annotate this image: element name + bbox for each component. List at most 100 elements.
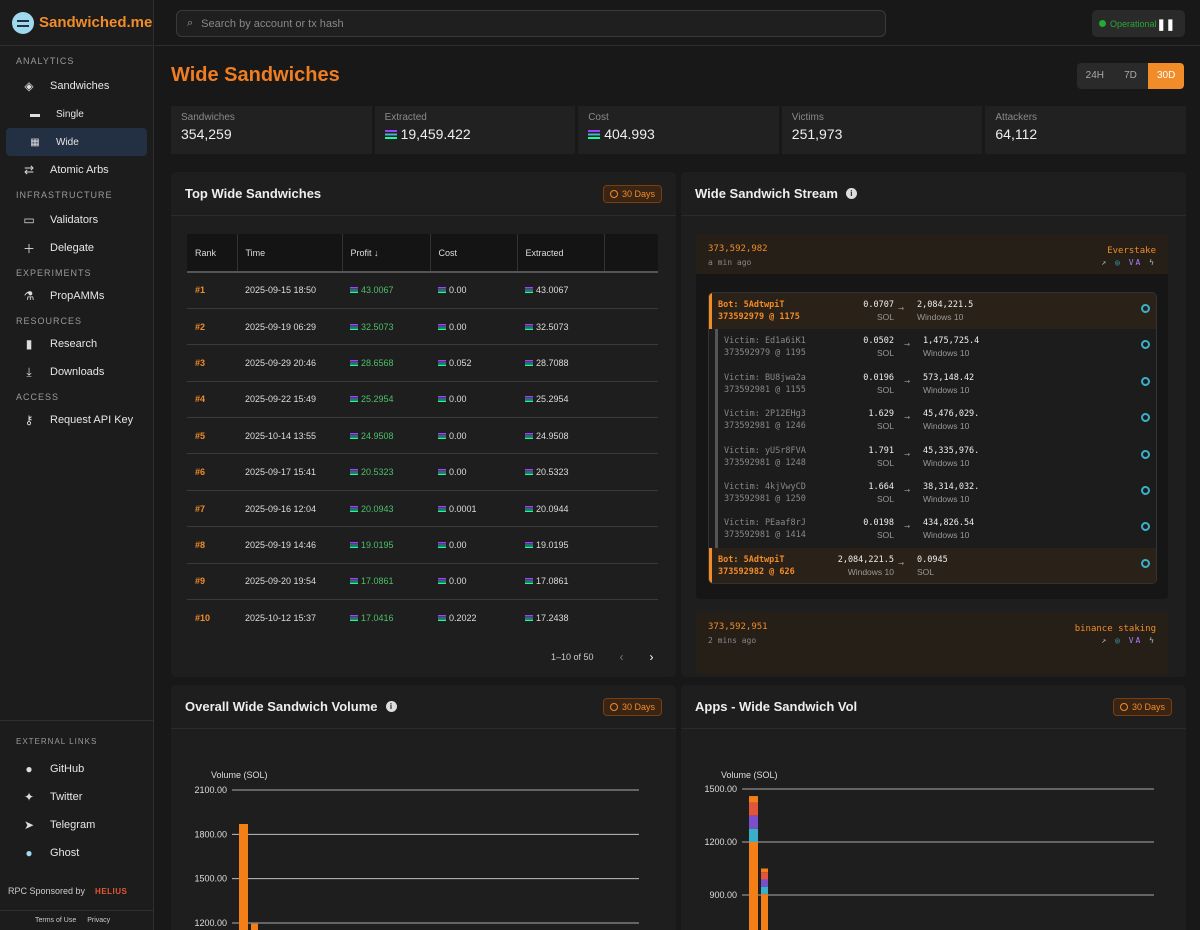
signer[interactable]: Victim: 4kjVwyCD: [724, 481, 806, 492]
col-time[interactable]: Time: [237, 234, 343, 272]
va-icon[interactable]: VA: [1128, 258, 1143, 267]
slot-index: 373592981 @ 1246: [724, 421, 806, 432]
table-row[interactable]: #1 2025-09-15 18:50 43.0067 0.00 43.0067: [187, 272, 658, 308]
table-row[interactable]: #3 2025-09-29 20:46 28.6568 0.052 28.7088: [187, 344, 658, 381]
sol-icon: [588, 129, 601, 139]
range-7d[interactable]: 7D: [1124, 70, 1137, 81]
range-24h[interactable]: 24H: [1085, 70, 1105, 81]
y-tick-label: 1200.00: [704, 837, 737, 847]
nav-research[interactable]: ▮ Research: [6, 330, 147, 358]
bot-transaction[interactable]: Bot: 5AdtwpiT 373592982 @ 626 2,084,221.5 W…: [709, 547, 1156, 583]
va-icon[interactable]: VA: [1128, 636, 1143, 645]
col-extracted[interactable]: Extracted: [517, 234, 605, 272]
table-row[interactable]: #9 2025-09-20 19:54 17.0861 0.00 17.0861: [187, 563, 658, 599]
info-icon[interactable]: i: [385, 701, 397, 712]
explorer-icon[interactable]: ◎: [1115, 636, 1122, 645]
bundle-header[interactable]: 373,592,951 2 mins ago binance staking ↗…: [696, 612, 1168, 674]
bundle-header[interactable]: 373,592,982 a min ago Everstake ↗ ◎ VA ϟ: [696, 234, 1168, 274]
search-icon: ⌕: [187, 17, 194, 29]
period-badge: 30 Days: [602, 698, 662, 716]
time-cell: 2025-09-20 19:54: [245, 576, 317, 587]
bolt-icon[interactable]: ϟ: [1149, 258, 1156, 267]
nav-wide[interactable]: ▦ Wide: [6, 128, 147, 156]
pause-icon[interactable]: ❚❚: [1156, 19, 1175, 31]
table-row[interactable]: #7 2025-09-16 12:04 20.0943 0.0001 20.0944: [187, 490, 658, 526]
key-icon: ⚷: [24, 413, 34, 427]
cost-cell: 0.00: [430, 527, 517, 563]
explorer-icon[interactable]: [1141, 522, 1150, 532]
nav-downloads[interactable]: ⤓ Downloads: [6, 358, 147, 386]
table-row[interactable]: #4 2025-09-22 15:49 25.2954 0.00 25.2954: [187, 381, 658, 417]
nav-validators[interactable]: ▭ Validators: [23, 213, 99, 227]
victim-transaction[interactable]: Victim: 4kjVwyCD 373592981 @ 1250 1.664 SOL…: [715, 474, 1156, 512]
validator-name[interactable]: binance staking: [1074, 624, 1156, 634]
col-rank[interactable]: Rank: [187, 234, 238, 272]
next-page-icon[interactable]: ›: [649, 650, 654, 664]
nav-propamms[interactable]: ⚗ PropAMMs: [23, 289, 105, 303]
signer[interactable]: Victim: 2P12EHg3: [724, 409, 806, 420]
link-twitter[interactable]: ✦ Twitter: [23, 790, 83, 804]
explorer-icon[interactable]: [1141, 376, 1150, 386]
amount-in: 0.0502 SOL: [863, 336, 894, 359]
nav-single[interactable]: ▬ Single: [30, 108, 84, 120]
apps-chart-card: Apps - Wide Sandwich Vol 30 Days Volume …: [681, 685, 1186, 930]
col-cost[interactable]: Cost: [430, 234, 518, 272]
signer[interactable]: Bot: 5AdtwpiT: [718, 300, 785, 310]
extracted-cell: 24.9508: [517, 418, 604, 454]
table-row[interactable]: #8 2025-09-19 14:46 19.0195 0.00 19.0195: [187, 526, 658, 563]
explorer-icon[interactable]: [1141, 485, 1150, 495]
amount-out: 38,314,032. Windows 10: [923, 481, 980, 504]
slot-index: 373592979 @ 1195: [724, 348, 806, 359]
brand[interactable]: Sandwiched.me: [0, 0, 153, 46]
signer[interactable]: Victim: PEaaf8rJ: [724, 518, 806, 529]
search-input[interactable]: [201, 17, 802, 30]
link-telegram[interactable]: ➤ Telegram: [23, 818, 96, 832]
extracted-cell: 17.2438: [517, 600, 604, 636]
external-link-icon[interactable]: ↗: [1101, 258, 1109, 267]
explorer-icon[interactable]: [1141, 558, 1150, 568]
explorer-icon[interactable]: [1141, 340, 1150, 350]
link-github[interactable]: ● GitHub: [6, 755, 147, 783]
victim-transaction[interactable]: Victim: PEaaf8rJ 373592981 @ 1414 0.0198 SO…: [715, 511, 1156, 548]
nav-delegate[interactable]: ＋ Delegate: [22, 241, 95, 256]
victim-transaction[interactable]: Victim: BU8jwa2a 373592981 @ 1155 0.0196 SO…: [715, 365, 1156, 403]
signer[interactable]: Victim: yUSr8FVA: [724, 445, 806, 456]
terms-link[interactable]: Terms of Use: [35, 917, 77, 924]
validator-name[interactable]: Everstake: [1107, 246, 1156, 256]
info-icon[interactable]: i: [845, 188, 857, 199]
range-30d[interactable]: 30D: [1148, 63, 1184, 89]
external-link-icon[interactable]: ↗: [1101, 636, 1109, 645]
signer[interactable]: Victim: BU8jwa2a: [724, 372, 806, 383]
signer[interactable]: Bot: 5AdtwpiT: [718, 554, 785, 565]
nav-sandwiches[interactable]: ◈ Sandwiches: [6, 72, 147, 100]
sol-icon: [438, 469, 446, 476]
explorer-icon[interactable]: [1141, 304, 1150, 313]
nav-request-api-key[interactable]: ⚷ Request API Key: [6, 406, 147, 434]
signer[interactable]: Victim: Ed1a6iK1: [724, 336, 806, 347]
table-row[interactable]: #2 2025-09-19 06:29 32.5073 0.00 32.5073: [187, 308, 658, 344]
search-box[interactable]: ⌕: [176, 10, 886, 37]
victim-transaction[interactable]: Victim: yUSr8FVA 373592981 @ 1248 1.791 SOL…: [715, 438, 1156, 475]
stream-card: Wide Sandwich Stream i 373,592,982 a min …: [681, 172, 1186, 677]
helius-logo[interactable]: HELIUS: [95, 886, 128, 896]
extracted-cell: 32.5073: [517, 308, 604, 344]
table-row[interactable]: #5 2025-10-14 13:55 24.9508 0.00 24.9508: [187, 417, 658, 454]
stream-feed[interactable]: 373,592,982 a min ago Everstake ↗ ◎ VA ϟ…: [696, 234, 1168, 599]
explorer-icon[interactable]: ◎: [1115, 258, 1122, 267]
col-profit[interactable]: Profit ↓: [342, 234, 431, 272]
victim-transaction[interactable]: Victim: Ed1a6iK1 373592979 @ 1195 0.0502 SO…: [715, 329, 1156, 366]
nav-atomic-arbs[interactable]: ⇄ Atomic Arbs: [23, 163, 109, 177]
sol-icon: [525, 359, 533, 366]
bar-segment: [761, 868, 768, 873]
privacy-link[interactable]: Privacy: [87, 917, 111, 924]
table-row[interactable]: #10 2025-10-12 15:37 17.0416 0.2022 17.2438: [187, 599, 658, 636]
link-ghost[interactable]: ● Ghost: [6, 839, 147, 867]
table-row[interactable]: #6 2025-09-17 15:41 20.5323 0.00 20.5323: [187, 453, 658, 490]
bot-transaction[interactable]: Bot: 5AdtwpiT 373592979 @ 1175 0.0707 SOL → 2…: [709, 293, 1156, 330]
bolt-icon[interactable]: ϟ: [1149, 636, 1156, 645]
victim-transaction[interactable]: Victim: 2P12EHg3 373592981 @ 1246 1.629 SOL…: [715, 402, 1156, 439]
prev-page-icon[interactable]: ‹: [619, 650, 624, 664]
explorer-icon[interactable]: [1141, 413, 1150, 423]
time-ago: 2 mins ago: [708, 636, 757, 645]
explorer-icon[interactable]: [1141, 449, 1150, 459]
